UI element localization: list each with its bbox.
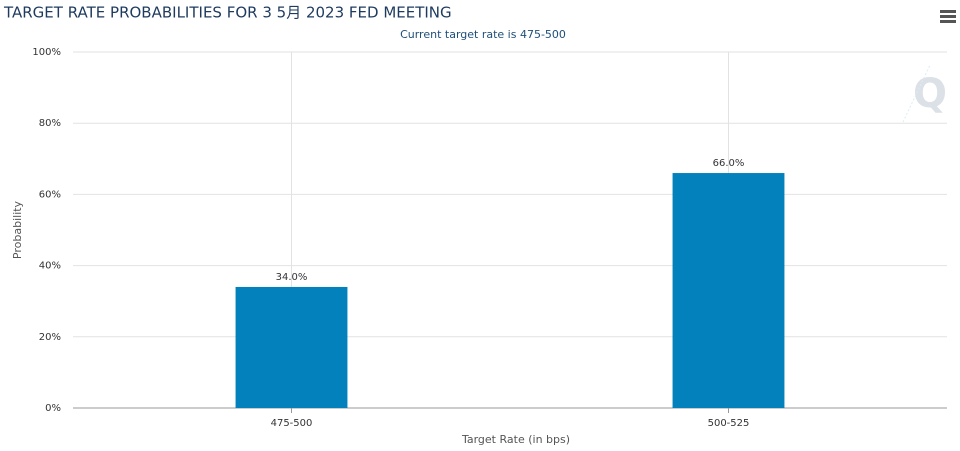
data-label: 66.0% [713,158,745,169]
y-tick-label: 60% [39,189,61,200]
x-tick-label: 475-500 [271,418,313,429]
menu-button[interactable] [940,10,956,23]
logo-q: Q [913,71,947,117]
chart-title: TARGET RATE PROBABILITIES FOR 3 5月 2023 … [3,4,452,22]
x-axis-label: Target Rate (in bps) [461,433,570,446]
y-tick-label: 20% [39,332,61,343]
bar [672,173,785,408]
bar [235,286,348,408]
data-label: 34.0% [276,272,308,283]
menu-bar[interactable] [940,15,956,18]
chart-subtitle: Current target rate is 475-500 [400,28,566,41]
y-tick-label: 100% [32,47,61,58]
y-tick-label: 0% [45,403,61,414]
logo: Q [902,64,947,123]
logo-line [902,64,931,123]
y-tick-label: 80% [39,118,61,129]
y-tick-label: 40% [39,261,61,272]
x-tick-label: 500-525 [708,418,750,429]
menu-bar[interactable] [940,20,956,23]
y-axis-label: Probability [11,200,24,259]
menu-bar[interactable] [940,10,956,13]
